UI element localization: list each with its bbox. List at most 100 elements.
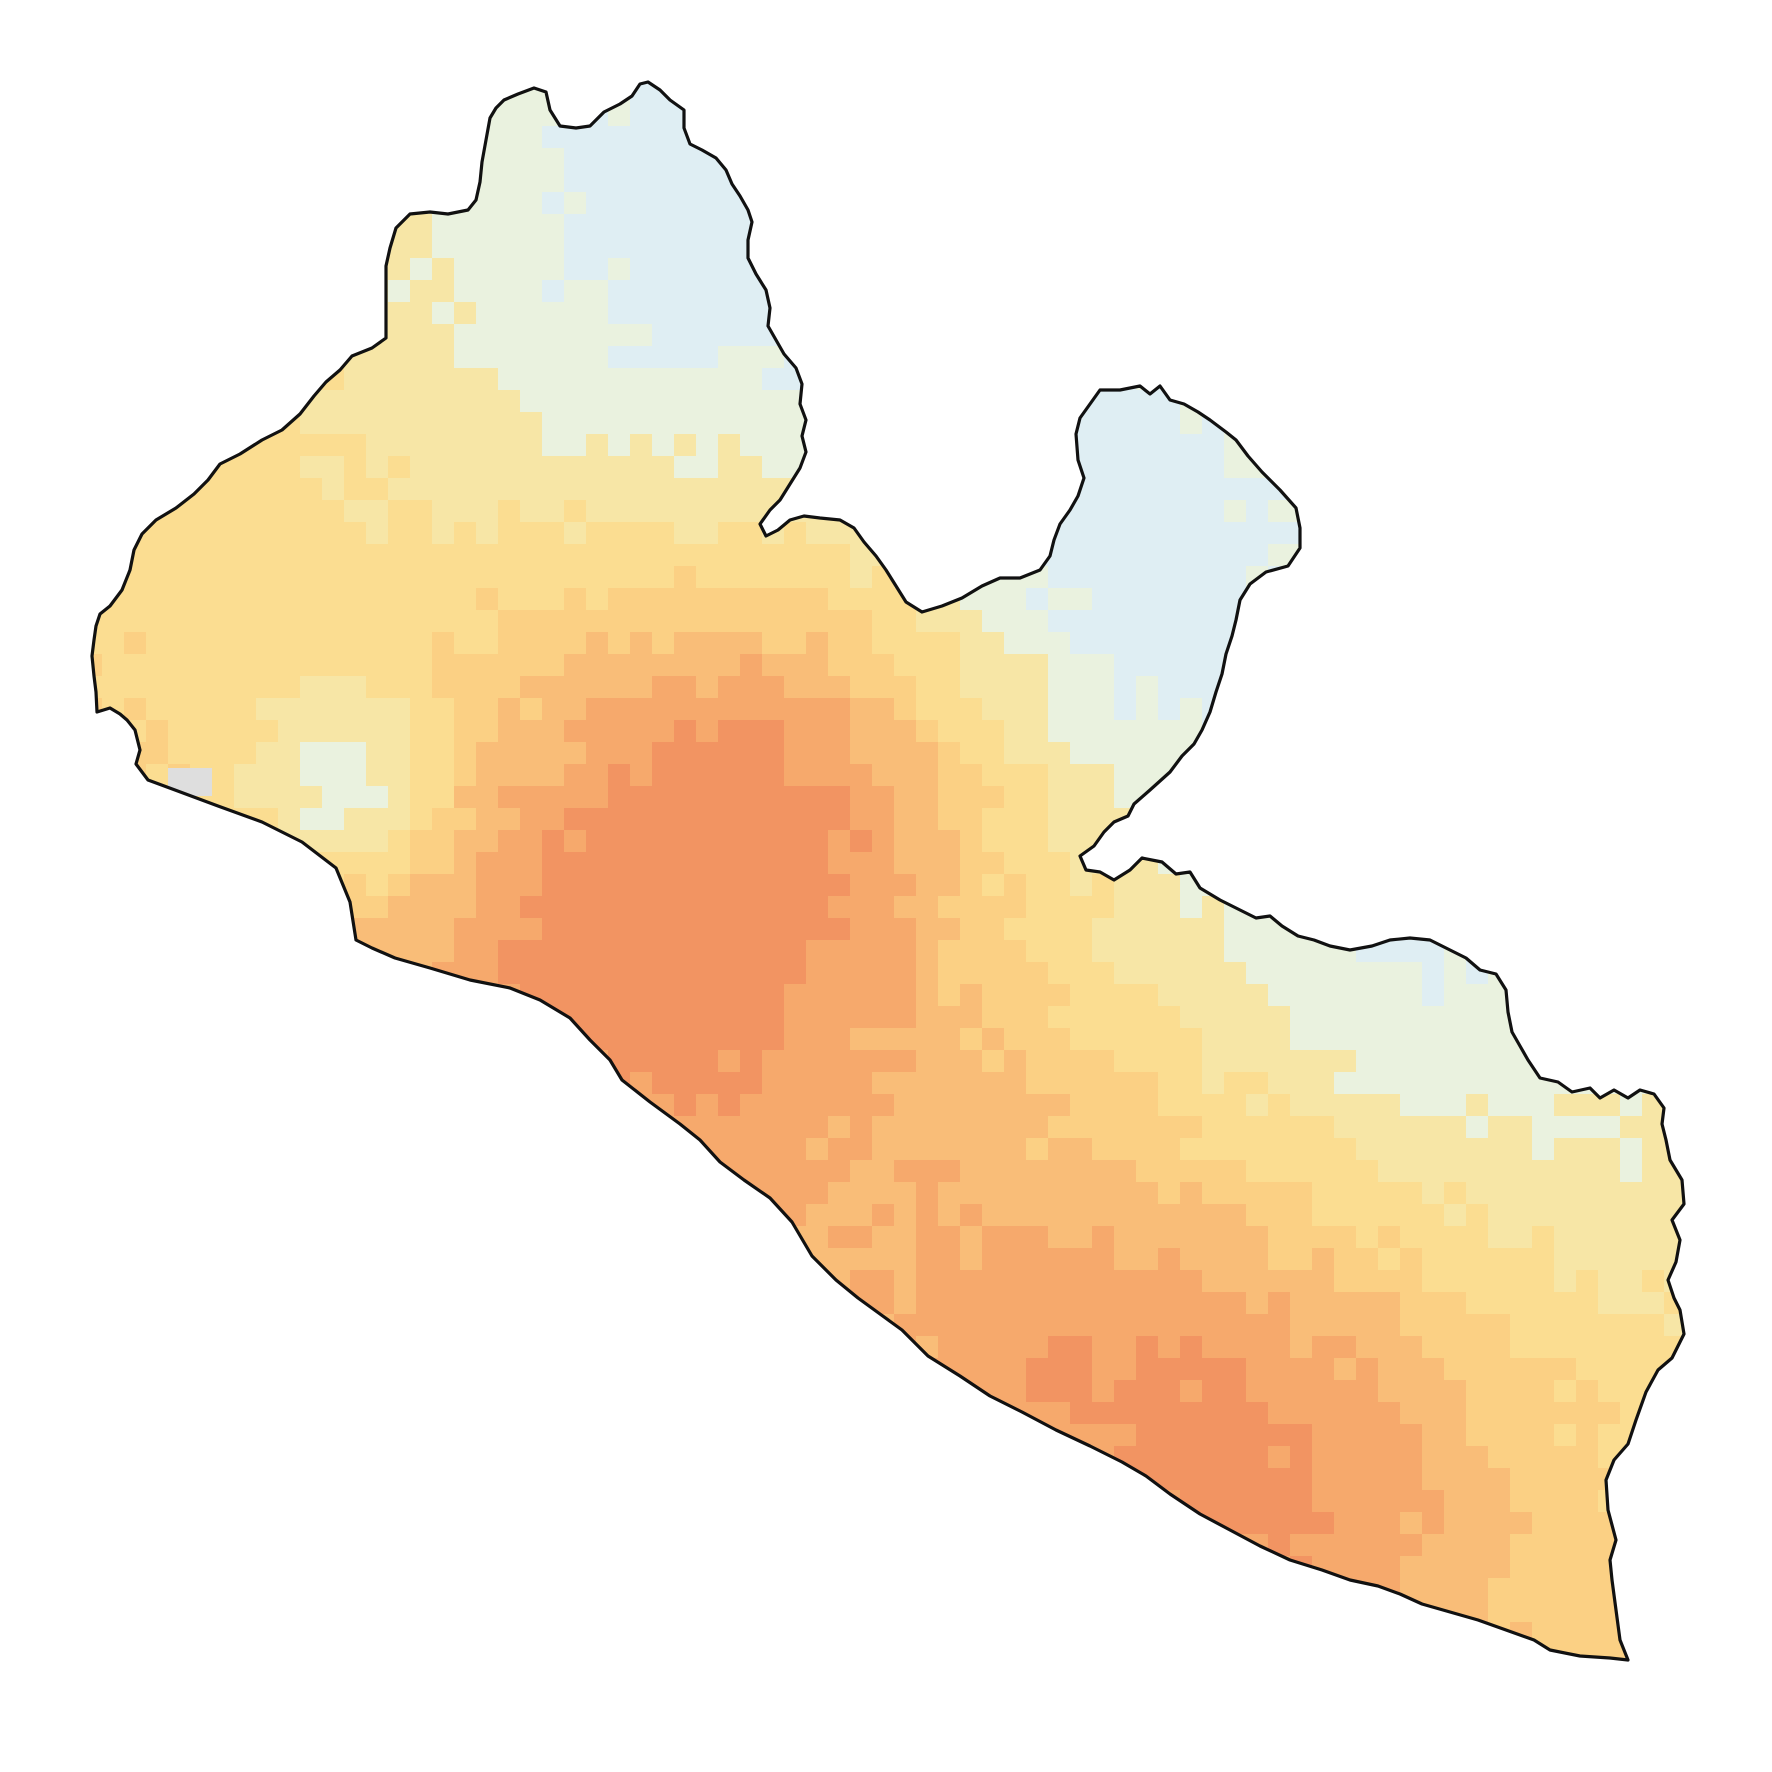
- raster-cell: [740, 764, 763, 787]
- raster-cell: [652, 632, 675, 655]
- raster-cell: [1070, 984, 1093, 1007]
- raster-cell: [1576, 1292, 1599, 1315]
- raster-cell: [476, 500, 499, 523]
- raster-cell: [1136, 610, 1159, 633]
- raster-cell: [564, 126, 587, 149]
- raster-cell: [234, 522, 257, 545]
- raster-cell: [1004, 1226, 1027, 1249]
- raster-cell: [1334, 1424, 1357, 1447]
- raster-cell: [366, 654, 389, 677]
- raster-cell: [454, 412, 477, 435]
- raster-cell: [476, 962, 499, 985]
- raster-cell: [762, 368, 785, 391]
- raster-cell: [1510, 1226, 1533, 1249]
- raster-cell: [410, 764, 433, 787]
- raster-cell: [960, 1182, 983, 1205]
- raster-cell: [652, 852, 675, 875]
- raster-cell: [762, 632, 785, 655]
- raster-cell: [476, 830, 499, 853]
- raster-cell: [1114, 1270, 1137, 1293]
- raster-cell: [278, 808, 301, 831]
- raster-cell: [828, 676, 851, 699]
- raster-cell: [1202, 940, 1225, 963]
- raster-cell: [1356, 1094, 1379, 1117]
- raster-cell: [190, 522, 213, 545]
- raster-cell: [652, 610, 675, 633]
- raster-cell: [432, 478, 455, 501]
- raster-cell: [784, 1072, 807, 1095]
- raster-cell: [1224, 1138, 1247, 1161]
- raster-cell: [960, 610, 983, 633]
- raster-cell: [674, 1028, 697, 1051]
- raster-cell: [1004, 1182, 1027, 1205]
- raster-cell: [410, 588, 433, 611]
- raster-cell: [454, 786, 477, 809]
- raster-cell: [784, 1182, 807, 1205]
- raster-cell: [322, 786, 345, 809]
- raster-cell: [92, 654, 103, 677]
- raster-cell: [1290, 1446, 1313, 1469]
- raster-cell: [1158, 1050, 1181, 1073]
- raster-cell: [894, 1138, 917, 1161]
- raster-cell: [1378, 962, 1401, 985]
- raster-cell: [586, 434, 609, 457]
- raster-cell: [916, 1182, 939, 1205]
- raster-cell: [1290, 1116, 1313, 1139]
- raster-cell: [432, 236, 455, 259]
- raster-cell: [234, 720, 257, 743]
- raster-cell: [344, 456, 367, 479]
- raster-cell: [1114, 1248, 1137, 1271]
- raster-cell: [234, 654, 257, 677]
- raster-cell: [916, 962, 939, 985]
- raster-cell: [894, 852, 917, 875]
- raster-cell: [344, 874, 367, 897]
- raster-cell: [1290, 1006, 1313, 1029]
- raster-cell: [696, 610, 719, 633]
- raster-cell: [1246, 1490, 1269, 1513]
- raster-cell: [498, 654, 521, 677]
- raster-cell: [718, 830, 741, 853]
- raster-cell: [146, 676, 169, 699]
- raster-cell: [960, 1358, 983, 1381]
- raster-cell: [1356, 1006, 1379, 1029]
- raster-cell: [784, 698, 807, 721]
- raster-cell: [1268, 1160, 1291, 1183]
- raster-cell: [498, 720, 521, 743]
- raster-cell: [1202, 1490, 1225, 1513]
- raster-cell: [674, 500, 697, 523]
- raster-cell: [1356, 1248, 1379, 1271]
- raster-cell: [344, 720, 367, 743]
- raster-cell: [784, 984, 807, 1007]
- raster-cell: [256, 632, 279, 655]
- raster-cell: [872, 1116, 895, 1139]
- raster-cell: [1444, 1182, 1467, 1205]
- raster-cell: [762, 390, 785, 413]
- raster-cell: [1466, 1402, 1489, 1425]
- raster-cell: [586, 214, 609, 237]
- raster-cell: [1136, 1402, 1159, 1425]
- raster-cell: [718, 500, 741, 523]
- raster-cell: [586, 390, 609, 413]
- raster-cell: [542, 456, 565, 479]
- raster-cell: [344, 368, 367, 391]
- raster-cell: [388, 764, 411, 787]
- raster-cell: [784, 522, 807, 545]
- raster-cell: [300, 676, 323, 699]
- raster-cell: [1136, 1248, 1159, 1271]
- raster-cell: [476, 808, 499, 831]
- raster-cell: [1136, 1116, 1159, 1139]
- raster-cell: [366, 830, 389, 853]
- raster-cell: [146, 654, 169, 677]
- raster-cell: [630, 1050, 653, 1073]
- raster-cell: [784, 808, 807, 831]
- raster-cell: [1070, 1182, 1093, 1205]
- raster-cell: [586, 566, 609, 589]
- raster-cell: [1576, 1138, 1599, 1161]
- raster-cell: [366, 588, 389, 611]
- raster-cell: [322, 676, 345, 699]
- raster-cell: [1510, 1138, 1533, 1161]
- raster-cell: [872, 918, 895, 941]
- raster-cell: [1026, 962, 1049, 985]
